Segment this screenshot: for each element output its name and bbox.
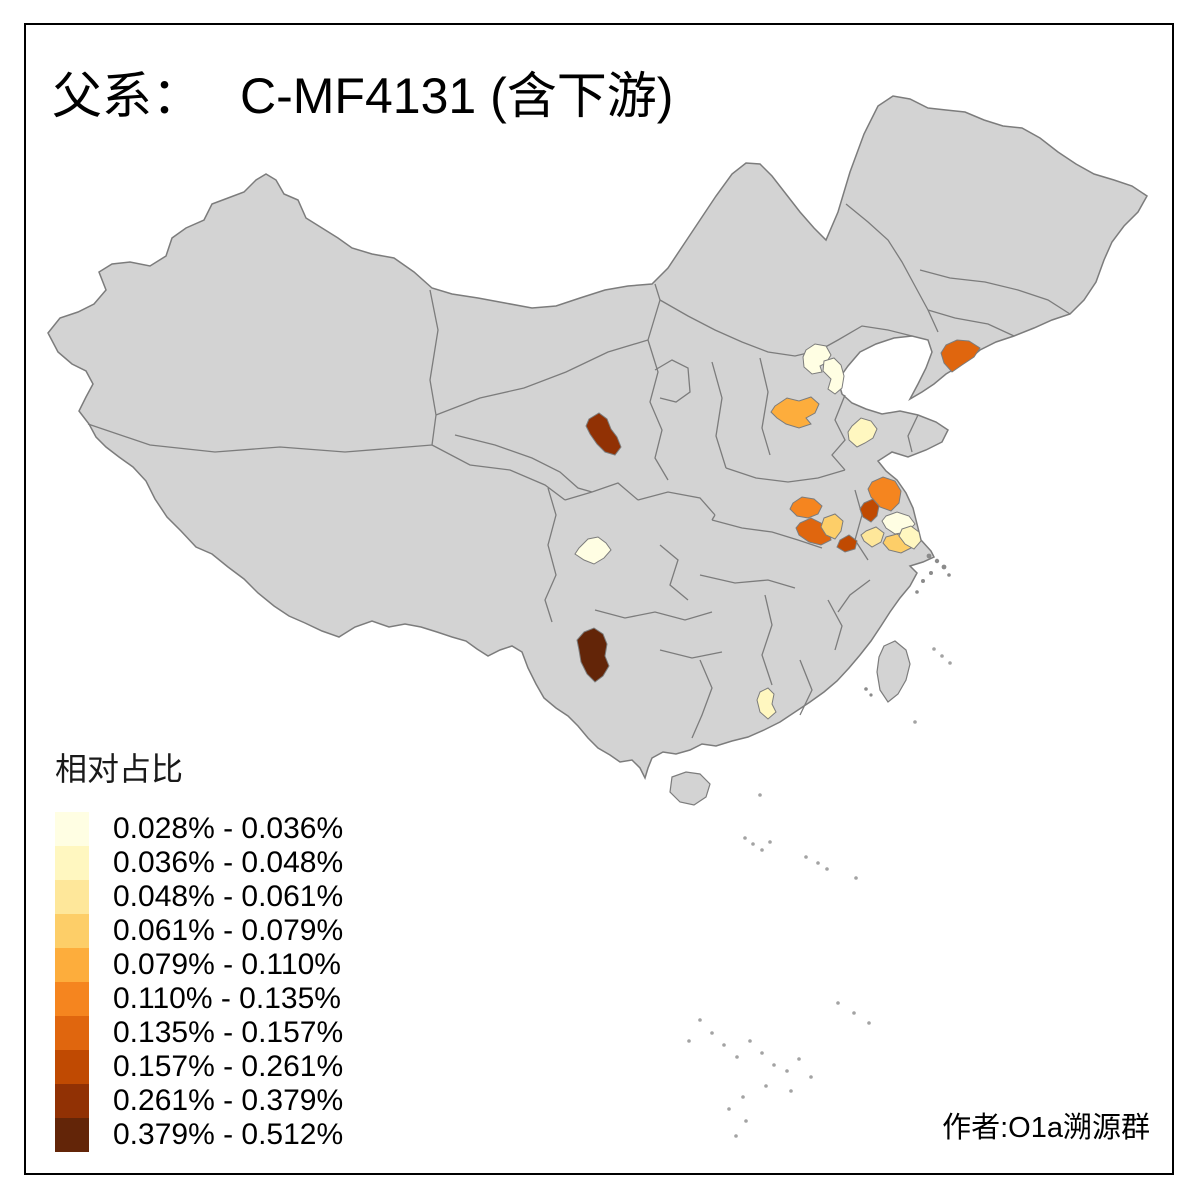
map-region-hebei-south	[770, 396, 820, 429]
coastal-islets	[864, 553, 951, 697]
legend-swatch-9	[55, 1084, 89, 1118]
map-region-anhui-huainan	[836, 534, 858, 553]
legend-label-6: 0.110% - 0.135%	[113, 982, 341, 1015]
legend-row-4: 0.061% - 0.079%	[55, 914, 343, 948]
hainan-island	[669, 771, 711, 806]
legend-row-9: 0.261% - 0.379%	[55, 1084, 343, 1118]
legend-swatch-4	[55, 914, 89, 948]
map-region-tianjin	[822, 357, 845, 395]
legend-swatch-8	[55, 1050, 89, 1084]
legend-row-1: 0.028% - 0.036%	[55, 812, 343, 846]
map-region-yunnan-central	[576, 627, 610, 683]
taiwan-island	[876, 640, 911, 703]
title-haplogroup: C-MF4131 (含下游)	[240, 68, 674, 124]
legend-row-6: 0.110% - 0.135%	[55, 982, 343, 1016]
province-borders	[87, 203, 1071, 739]
legend-swatch-3	[55, 880, 89, 914]
title-prefix: 父系：	[52, 68, 202, 124]
legend-row-8: 0.157% - 0.261%	[55, 1050, 343, 1084]
map-region-sichuan-chengdu	[574, 536, 612, 565]
attribution-text: 作者:O1a溯源群	[942, 1112, 1150, 1144]
map-region-beijing	[802, 343, 832, 375]
legend-swatch-7	[55, 1016, 89, 1050]
legend-swatch-5	[55, 948, 89, 982]
legend-label-9: 0.261% - 0.379%	[113, 1084, 344, 1117]
map-region-guangdong-west	[756, 687, 777, 720]
legend-title: 相对占比	[55, 751, 184, 787]
map-region-jiangsu-nantong	[898, 525, 922, 550]
legend-row-7: 0.135% - 0.157%	[55, 1016, 343, 1050]
legend-label-10: 0.379% - 0.512%	[113, 1118, 344, 1151]
legend-row-5: 0.079% - 0.110%	[55, 948, 343, 982]
legend-swatch-2	[55, 846, 89, 880]
map-region-gansu-dingxi	[585, 412, 622, 456]
legend-label-5: 0.079% - 0.110%	[113, 948, 341, 981]
map-legend: 相对占比 0.028% - 0.036% 0.036% - 0.048% 0.048…	[55, 744, 343, 1152]
map-region-dalian	[940, 339, 981, 373]
legend-swatch-6	[55, 982, 89, 1016]
legend-swatch-10	[55, 1118, 89, 1152]
map-region-jiangsu-yangzhou	[860, 526, 885, 548]
page-title: 父系： C-MF4131 (含下游)	[52, 56, 673, 128]
map-region-shandong-central	[847, 417, 878, 448]
legend-row-3: 0.048% - 0.061%	[55, 880, 343, 914]
legend-label-7: 0.135% - 0.157%	[113, 1016, 344, 1049]
map-region-anhui-bozhou	[820, 513, 844, 540]
legend-label-1: 0.028% - 0.036%	[113, 812, 344, 845]
legend-row-10: 0.379% - 0.512%	[55, 1118, 343, 1152]
legend-swatch-1	[55, 812, 89, 846]
legend-label-2: 0.036% - 0.048%	[113, 846, 344, 879]
legend-rows: 0.028% - 0.036% 0.036% - 0.048% 0.048% - 0…	[55, 812, 343, 1152]
legend-label-8: 0.157% - 0.261%	[113, 1050, 344, 1083]
legend-label-4: 0.061% - 0.079%	[113, 914, 344, 947]
legend-row-2: 0.036% - 0.048%	[55, 846, 343, 880]
map-region-henan-zhoukou	[789, 496, 823, 519]
legend-label-3: 0.048% - 0.061%	[113, 880, 344, 913]
map-region-jiangsu-huaian	[859, 498, 880, 523]
south-china-sea-islets	[687, 647, 952, 1138]
